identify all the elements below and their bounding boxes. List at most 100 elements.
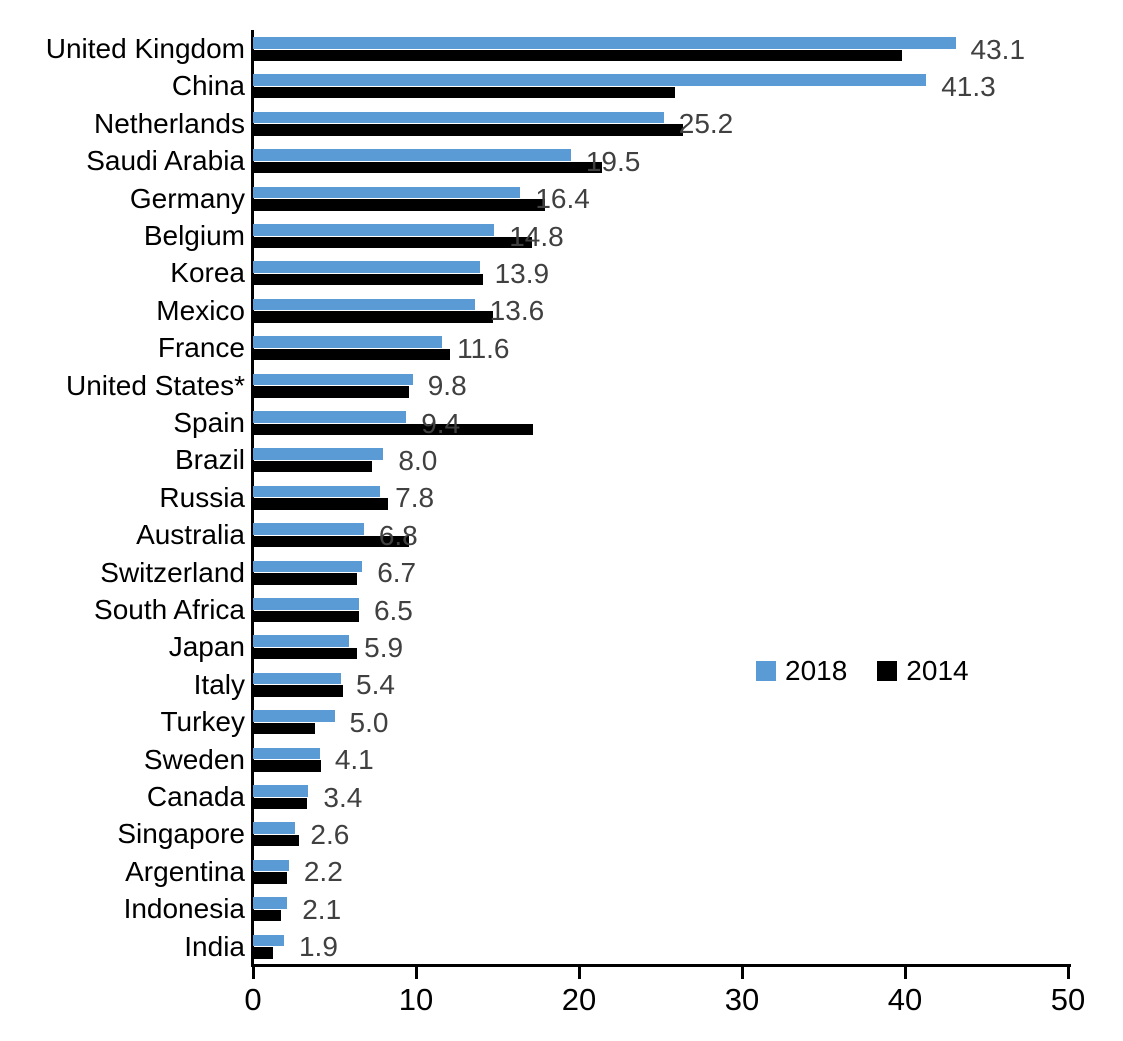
legend-label-2014: 2014 (906, 655, 969, 686)
bar-2014 (253, 460, 372, 473)
legend-label-2018: 2018 (785, 655, 848, 686)
bar-2018 (253, 149, 571, 161)
category-label: Russia (159, 481, 245, 513)
bar-2014 (253, 760, 322, 772)
value-label: 1.9 (298, 931, 338, 963)
bar-2018 (253, 560, 363, 573)
value-label: 41.3 (941, 70, 996, 102)
x-tick-label: 50 (1050, 982, 1086, 1017)
bar-2014 (253, 909, 281, 922)
x-tick-label: 0 (244, 982, 262, 1017)
category-label: Belgium (143, 220, 245, 251)
category-label: Italy (193, 668, 245, 700)
bar-2018 (253, 411, 407, 423)
bar-2014 (253, 947, 273, 959)
bar-2018 (253, 710, 335, 722)
bar-2014 (253, 386, 410, 398)
category-label: Sweden (143, 743, 245, 775)
value-label: 14.8 (509, 220, 564, 252)
x-tick-label: 10 (398, 982, 434, 1017)
value-label: 6.5 (373, 594, 413, 626)
legend: 2018 2014 (756, 655, 969, 687)
bar-2014 (253, 199, 545, 211)
value-label: 13.9 (494, 257, 550, 289)
x-tick-label: 40 (887, 982, 923, 1017)
bar-2018 (253, 523, 364, 535)
bar-2018 (253, 785, 309, 797)
category-label: Netherlands (94, 107, 245, 139)
category-label: United States* (66, 369, 245, 401)
category-label: Spain (173, 407, 245, 438)
category-label: France (157, 332, 245, 364)
value-label: 6.7 (377, 557, 417, 589)
value-label: 2.1 (302, 893, 342, 925)
category-label: Switzerland (100, 556, 245, 588)
x-tick-label: 20 (561, 982, 597, 1017)
bar-2014 (253, 797, 307, 809)
bar-2014 (253, 124, 684, 136)
x-tick (251, 967, 255, 979)
bar-2014 (253, 236, 532, 248)
value-label: 5.9 (364, 631, 404, 663)
category-label: Korea (170, 257, 245, 289)
bar-2014 (253, 722, 315, 735)
category-label: India (184, 930, 245, 962)
bar-2018 (253, 934, 284, 947)
bar-2018 (253, 747, 320, 760)
category-label: Turkey (160, 706, 245, 738)
bar-2018 (253, 37, 956, 49)
bar-2014 (253, 834, 299, 847)
x-tick-label: 30 (724, 982, 760, 1017)
bar-2018 (253, 261, 480, 273)
category-label: Saudi Arabia (86, 145, 245, 177)
value-label: 8.0 (398, 444, 438, 476)
plot-area: 43.1 41.3 25.2 19.5 16.4 14.8 13.9 13.6 11.6 9.8 9… (253, 30, 1068, 965)
bar-2018 (253, 485, 381, 498)
x-tick (903, 967, 907, 979)
bar-2018 (253, 111, 664, 124)
bar-2018 (253, 448, 384, 460)
bar-2014 (253, 423, 534, 435)
category-label: Brazil (174, 444, 245, 476)
legend-swatch-2018-icon (756, 661, 776, 681)
x-tick (577, 967, 581, 979)
bar-2014 (253, 86, 676, 99)
value-label: 4.1 (334, 744, 374, 776)
bar-2018 (253, 186, 521, 199)
value-label: 13.6 (489, 295, 545, 327)
bar-2014 (253, 610, 359, 622)
category-label: South Africa (94, 594, 245, 625)
value-label: 3.4 (323, 781, 363, 813)
category-label: Mexico (156, 294, 245, 326)
category-label: China (171, 70, 245, 102)
legend-swatch-2014-icon (877, 661, 898, 681)
bar-2014 (253, 535, 410, 548)
value-label: 6.8 (378, 519, 418, 551)
bar-2018 (253, 822, 296, 834)
value-label: 19.5 (585, 145, 641, 177)
value-label: 25.2 (678, 108, 734, 140)
value-label: 2.6 (310, 818, 350, 850)
category-label: Germany (129, 182, 245, 214)
bar-2014 (253, 311, 493, 323)
category-axis: United Kingdom China Netherlands Saudi Arab… (0, 30, 245, 965)
value-label: 43.1 (970, 33, 1026, 65)
bar-2014 (253, 647, 358, 660)
x-tick (740, 967, 744, 979)
bar-2018 (253, 859, 289, 872)
value-label: 9.8 (427, 370, 467, 402)
bar-2018 (253, 672, 342, 685)
x-axis-line (251, 964, 1071, 967)
value-label: 7.8 (395, 482, 435, 514)
category-label: Singapore (117, 818, 245, 850)
bar-2014 (253, 573, 358, 585)
legend-entry-2018: 2018 (756, 655, 847, 687)
y-axis-line (251, 30, 254, 967)
x-tick (1066, 967, 1070, 979)
value-label: 5.0 (349, 706, 389, 738)
bar-2014 (253, 348, 451, 361)
bar-2014 (253, 273, 483, 286)
category-label: Canada (146, 781, 245, 812)
legend-entry-2014: 2014 (877, 655, 969, 687)
